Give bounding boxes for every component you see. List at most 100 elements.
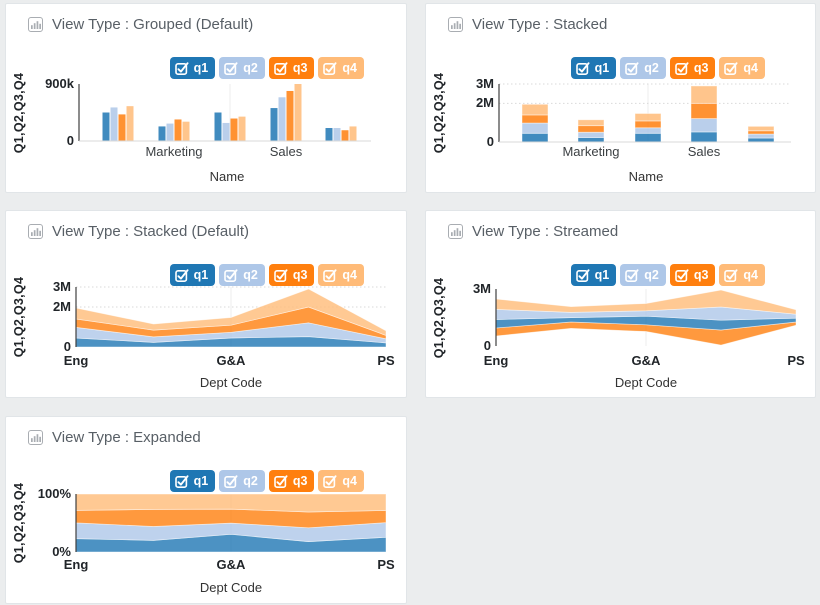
bar-segment-q1 — [521, 132, 549, 143]
bar-segment-q2 — [690, 118, 718, 133]
x-axis-title: Name — [628, 169, 664, 184]
checkbox-checked-icon — [575, 61, 590, 75]
bar-segment-q3 — [577, 125, 605, 133]
x-tick-label: PS — [377, 557, 395, 572]
legend-item-q3[interactable]: q3 — [268, 57, 315, 79]
legend-item-q3[interactable]: q3 — [669, 264, 716, 286]
legend-item-q1[interactable]: q1 — [570, 264, 617, 286]
chart-canvas-grouped — [78, 84, 371, 142]
bar-segment-q1 — [634, 132, 662, 143]
checkbox-checked-icon — [675, 268, 689, 282]
chart-canvas-stacked — [498, 83, 791, 143]
legend: q1 q2 q3 q4 — [570, 264, 765, 286]
chart-card-expanded: View Type : Expanded q1 q2 q3 q4 100% 0% Eng G… — [5, 416, 407, 604]
bar-segment-q4 — [690, 85, 718, 104]
y-tick-label: 0 — [63, 339, 71, 354]
legend-item-q1[interactable]: q1 — [570, 57, 617, 79]
legend-item-label: q2 — [644, 268, 659, 282]
checkbox-checked-icon — [174, 268, 189, 282]
legend-item-q4[interactable]: q4 — [318, 57, 364, 79]
legend-item-q4[interactable]: q4 — [719, 264, 765, 286]
legend-item-q4[interactable]: q4 — [318, 470, 364, 492]
legend-item-label: q3 — [693, 268, 709, 282]
legend-item-q4[interactable]: q4 — [719, 57, 765, 79]
checkbox-checked-icon — [724, 61, 738, 75]
bar-segment-q1 — [690, 131, 718, 143]
card-header: View Type : Stacked (Default) — [28, 223, 249, 240]
legend-item-q2[interactable]: q2 — [620, 264, 666, 286]
chart-card-stacked-area: View Type : Stacked (Default) q1 q2 q3 q4 3… — [5, 210, 407, 398]
y-axis-label: Q1,Q2,Q3,Q4 — [12, 482, 26, 564]
legend-item-label: q2 — [243, 268, 258, 282]
plot-area — [426, 4, 815, 192]
x-tick-label: Eng — [483, 353, 509, 368]
y-tick-label: 0% — [52, 544, 71, 559]
legend: q1 q2 q3 q4 — [169, 264, 364, 286]
legend: q1 q2 q3 q4 — [169, 57, 364, 79]
y-tick-label: 3M — [52, 279, 71, 294]
chart-canvas-stream — [495, 289, 797, 346]
bar-segment-q3 — [634, 120, 662, 129]
legend-item-q1[interactable]: q1 — [169, 470, 216, 492]
legend-item-q2[interactable]: q2 — [219, 57, 265, 79]
x-axis-title: Dept Code — [199, 580, 263, 595]
checkbox-checked-icon — [323, 61, 337, 75]
bar-q2 — [278, 97, 286, 141]
bar-segment-q2 — [747, 133, 775, 139]
bar-segment-q3 — [690, 102, 718, 120]
legend-item-q2[interactable]: q2 — [620, 57, 666, 79]
legend-item-label: q4 — [342, 474, 357, 488]
x-tick-label: Eng — [63, 557, 89, 572]
y-tick-label: 2M — [52, 299, 71, 314]
checkbox-checked-icon — [174, 61, 189, 75]
checkbox-checked-icon — [174, 474, 189, 488]
legend-item-q1[interactable]: q1 — [169, 264, 216, 286]
bar-q4 — [238, 116, 246, 141]
bar-chart-icon — [448, 224, 463, 239]
y-axis-label: Q1,Q2,Q3,Q4 — [432, 72, 446, 154]
y-tick-label: 900k — [45, 76, 74, 91]
legend-item-q4[interactable]: q4 — [318, 264, 364, 286]
bar-q1 — [270, 108, 278, 141]
legend-item-label: q1 — [193, 61, 209, 75]
bar-q2 — [333, 128, 341, 141]
y-tick-label: 3M — [475, 76, 494, 91]
legend-item-q2[interactable]: q2 — [219, 264, 265, 286]
checkbox-checked-icon — [323, 268, 337, 282]
area-q4 — [495, 289, 797, 315]
legend-item-q3[interactable]: q3 — [268, 470, 315, 492]
x-axis-title: Dept Code — [614, 375, 678, 390]
checkbox-checked-icon — [274, 268, 288, 282]
x-axis-title: Name — [209, 169, 245, 184]
bar-segment-q4 — [634, 113, 662, 122]
x-axis-title: Dept Code — [199, 375, 263, 390]
checkbox-checked-icon — [274, 474, 288, 488]
legend-item-q3[interactable]: q3 — [268, 264, 315, 286]
legend-item-label: q1 — [594, 268, 610, 282]
bar-q2 — [110, 107, 118, 141]
bar-q4 — [182, 121, 190, 141]
bar-chart-icon — [448, 17, 463, 32]
legend-item-label: q4 — [342, 268, 357, 282]
x-tick-label: PS — [377, 353, 395, 368]
bar-q1 — [325, 128, 333, 141]
area-q4 — [75, 493, 387, 513]
chart-title: View Type : Grouped (Default) — [52, 16, 254, 33]
checkbox-checked-icon — [675, 61, 689, 75]
x-tick-label: G&A — [216, 557, 246, 572]
legend-item-label: q3 — [693, 61, 709, 75]
bar-q2 — [166, 123, 174, 141]
bar-segment-q4 — [747, 125, 775, 132]
legend-item-q2[interactable]: q2 — [219, 470, 265, 492]
bar-segment-q4 — [521, 103, 549, 116]
chart-card-stacked-bar: View Type : Stacked q1 q2 q3 q4 3M 2M 0 Market… — [425, 3, 816, 193]
checkbox-checked-icon — [224, 268, 238, 282]
legend-item-q1[interactable]: q1 — [169, 57, 216, 79]
bar-q3 — [174, 119, 182, 141]
bar-segment-q1 — [577, 137, 605, 143]
x-tick-label: Sales — [687, 144, 721, 159]
legend-item-q3[interactable]: q3 — [669, 57, 716, 79]
card-header: View Type : Streamed — [448, 223, 618, 240]
bar-segment-q3 — [521, 114, 549, 124]
checkbox-checked-icon — [224, 61, 238, 75]
